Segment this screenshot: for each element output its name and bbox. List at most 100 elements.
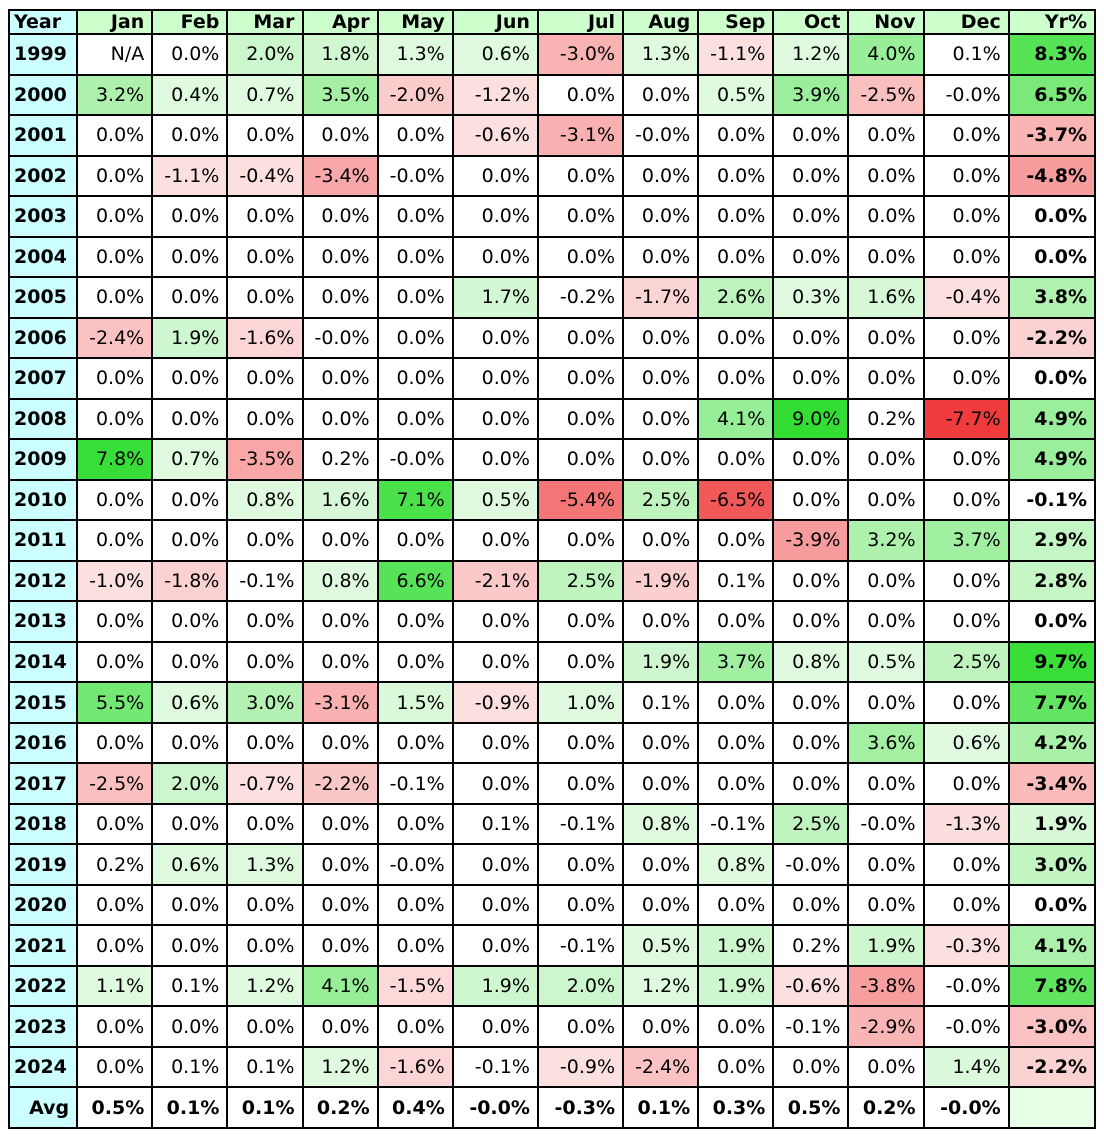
monthly-return-cell: 0.0%	[697, 154, 775, 198]
monthly-return-cell: 0.0%	[697, 721, 775, 765]
monthly-return-cell: -2.2%	[301, 762, 379, 805]
monthly-return-cell: -0.0%	[922, 964, 1010, 1008]
monthly-return-cell: 0.0%	[151, 721, 229, 765]
monthly-return-cell: -0.6%	[451, 114, 539, 157]
monthly-return-cell: 0.0%	[301, 640, 379, 684]
monthly-return-cell: 0.0%	[622, 883, 700, 927]
monthly-return-cell: 0.0%	[301, 843, 379, 886]
monthly-return-cell: 0.0%	[622, 154, 700, 198]
monthly-return-cell: 0.0%	[226, 600, 304, 643]
monthly-return-cell: 0.0%	[772, 195, 850, 238]
table-row: 2019 0.2% 0.6% 1.3% 0.0% -0.0% 0.0% 0.0% 0.0% 0.8…	[7, 843, 1097, 886]
yearly-return-cell: -3.7%	[1007, 114, 1097, 157]
monthly-return-cell: 1.2%	[301, 1045, 379, 1089]
monthly-return-cell: 0.0%	[922, 478, 1010, 522]
monthly-return-cell: -1.1%	[151, 154, 229, 198]
monthly-return-cell: 1.2%	[226, 964, 304, 1008]
table-row: 2010 0.0% 0.0% 0.8% 1.6% 7.1% 0.5% -5.4% 2.5% -6.…	[7, 478, 1097, 522]
yearly-return-cell: -0.1%	[1007, 478, 1097, 522]
row-year-label: 2020	[7, 883, 79, 927]
column-header-nov: Nov	[847, 9, 925, 35]
monthly-return-cell: 0.0%	[451, 357, 539, 400]
monthly-return-cell: 0.0%	[376, 195, 454, 238]
yearly-return-cell: 3.0%	[1007, 843, 1097, 886]
table-row: 2000 3.2% 0.4% 0.7% 3.5% -2.0% -1.2% 0.0% 0.0% 0.…	[7, 73, 1097, 117]
monthly-return-cell: 0.0%	[536, 397, 625, 441]
monthly-return-cell: 0.4%	[151, 73, 229, 117]
monthly-return-cell: -1.6%	[226, 316, 304, 360]
monthly-return-cell: 0.0%	[772, 762, 850, 805]
yearly-return-cell: 0.0%	[1007, 600, 1097, 643]
row-year-label: 2006	[7, 316, 79, 360]
monthly-return-cell: 0.0%	[847, 357, 925, 400]
monthly-return-cell: 0.8%	[226, 478, 304, 522]
row-year-label: 2002	[7, 154, 79, 198]
monthly-return-cell: 0.6%	[151, 843, 229, 886]
monthly-return-cell: 0.0%	[697, 195, 775, 238]
monthly-return-cell: 1.9%	[697, 924, 775, 967]
monthly-return-cell: 0.0%	[536, 519, 625, 562]
yearly-return-cell: 4.1%	[1007, 924, 1097, 967]
monthly-return-cell: 0.0%	[772, 438, 850, 481]
monthly-return-cell: 4.0%	[847, 33, 925, 76]
monthly-return-cell: -1.7%	[622, 276, 700, 319]
column-header-oct: Oct	[772, 9, 850, 35]
monthly-return-cell: 0.0%	[847, 154, 925, 198]
table-row: 2004 0.0% 0.0% 0.0% 0.0% 0.0% 0.0% 0.0% 0.0% 0.0%…	[7, 235, 1097, 279]
monthly-return-cell: 9.0%	[772, 397, 850, 441]
table-row: 2020 0.0% 0.0% 0.0% 0.0% 0.0% 0.0% 0.0% 0.0% 0.0%…	[7, 883, 1097, 927]
monthly-return-cell: 0.0%	[301, 883, 379, 927]
monthly-return-cell: 0.0%	[76, 235, 154, 279]
monthly-return-cell: -0.1%	[536, 924, 625, 967]
monthly-return-cell: 1.3%	[376, 33, 454, 76]
monthly-return-cell: 0.0%	[697, 114, 775, 157]
table-row: 2006 -2.4% 1.9% -1.6% -0.0% 0.0% 0.0% 0.0% 0.0% 0…	[7, 316, 1097, 360]
monthly-return-cell: 0.0%	[772, 235, 850, 279]
monthly-return-cell: 0.0%	[301, 114, 379, 157]
monthly-return-cell: 0.0%	[772, 357, 850, 400]
yearly-return-cell: 9.7%	[1007, 640, 1097, 684]
row-year-label: 2005	[7, 276, 79, 319]
row-year-label: 2015	[7, 681, 79, 724]
monthly-return-cell: 0.0%	[76, 802, 154, 846]
average-row-label: Avg	[7, 1086, 79, 1129]
monthly-return-cell: -0.4%	[226, 154, 304, 198]
header-row: Year Jan Feb Mar Apr May Jun Jul Aug Sep Oct Nov Dec…	[7, 9, 1097, 35]
column-header-apr: Apr	[301, 9, 379, 35]
monthly-return-cell: 0.0%	[772, 600, 850, 643]
table-row: 2005 0.0% 0.0% 0.0% 0.0% 0.0% 1.7% -0.2% -1.7% 2.…	[7, 276, 1097, 319]
monthly-return-cell: 0.5%	[697, 73, 775, 117]
monthly-return-cell: -3.4%	[301, 154, 379, 198]
row-year-label: 2004	[7, 235, 79, 279]
monthly-return-cell: 0.0%	[697, 681, 775, 724]
monthly-return-cell: -1.3%	[922, 802, 1010, 846]
monthly-return-cell: -0.1%	[451, 1045, 539, 1089]
monthly-return-cell: -0.0%	[772, 843, 850, 886]
monthly-return-cell: 3.2%	[76, 73, 154, 117]
monthly-return-cell: 0.0%	[301, 235, 379, 279]
monthly-return-cell: 0.0%	[772, 681, 850, 724]
monthly-return-cell: 0.0%	[772, 559, 850, 603]
monthly-return-cell: 0.0%	[376, 721, 454, 765]
monthly-return-cell: 0.8%	[772, 640, 850, 684]
monthly-return-cell: -0.1%	[536, 802, 625, 846]
monthly-return-cell: 1.3%	[622, 33, 700, 76]
monthly-return-cell: 0.0%	[226, 357, 304, 400]
yearly-return-cell: 0.0%	[1007, 357, 1097, 400]
monthly-return-cell: 6.6%	[376, 559, 454, 603]
monthly-return-cell: 0.0%	[226, 519, 304, 562]
table-header: Year Jan Feb Mar Apr May Jun Jul Aug Sep Oct Nov Dec…	[7, 9, 1097, 35]
monthly-return-cell: 3.9%	[772, 73, 850, 117]
column-header-mar: Mar	[226, 9, 304, 35]
monthly-return-cell: 7.8%	[76, 438, 154, 481]
monthly-return-cell: 0.0%	[151, 640, 229, 684]
monthly-return-cell: 0.0%	[536, 762, 625, 805]
monthly-return-cell: 0.0%	[847, 235, 925, 279]
monthly-return-cell: 0.0%	[226, 1005, 304, 1048]
average-row: Avg 0.5% 0.1% 0.1% 0.2% 0.4% -0.0% -0.3% 0.1% 0.3…	[7, 1086, 1097, 1129]
yearly-return-cell: 2.9%	[1007, 519, 1097, 562]
monthly-return-cell: 1.3%	[226, 843, 304, 886]
monthly-return-cell: 0.0%	[451, 600, 539, 643]
table-row: 2023 0.0% 0.0% 0.0% 0.0% 0.0% 0.0% 0.0% 0.0% 0.0%…	[7, 1005, 1097, 1048]
monthly-return-cell: 0.0%	[847, 600, 925, 643]
